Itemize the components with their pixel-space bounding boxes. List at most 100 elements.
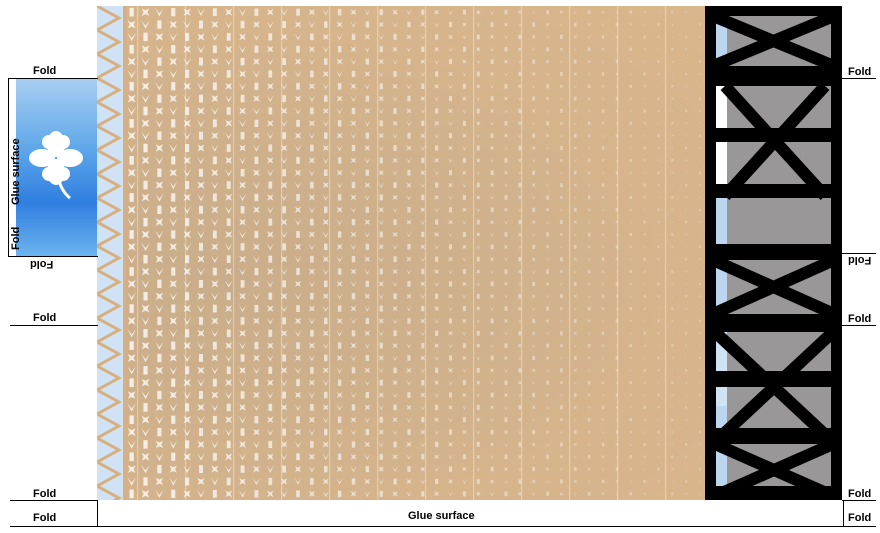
perforation-hole: [282, 58, 287, 66]
perforation-hole: [545, 356, 550, 360]
perforation-hole: [587, 257, 591, 261]
perforation-hole: [197, 452, 205, 461]
perforation-hole: [615, 405, 619, 409]
perforation-hole: [350, 391, 357, 399]
perforation-hole: [643, 220, 646, 224]
perforation-hole: [308, 243, 316, 251]
perforation-hole: [197, 181, 205, 189]
perforation-hole: [420, 22, 426, 27]
perforation-hole: [670, 480, 674, 483]
perforation-hole: [531, 380, 536, 385]
perforation-hole: [127, 365, 137, 375]
perforation-hole: [364, 404, 371, 411]
perforation-hole: [141, 119, 150, 128]
perforation-hole: [392, 280, 398, 287]
perforation-hole: [157, 94, 162, 103]
perforation-hole: [671, 84, 674, 88]
perforation-hole: [587, 492, 591, 496]
perforation-hole: [574, 59, 577, 64]
perforation-hole: [296, 156, 300, 164]
perforation-hole: [685, 455, 688, 458]
perforation-hole: [378, 404, 385, 411]
perforation-hole: [350, 95, 357, 102]
perforation-hole: [559, 133, 564, 138]
perforation-hole: [503, 405, 509, 410]
perforation-hole: [364, 367, 371, 374]
perforation-hole: [169, 69, 178, 79]
perforation-hole: [393, 478, 397, 485]
perforation-hole: [503, 34, 509, 40]
perforation-hole: [643, 233, 646, 236]
perforation-hole: [629, 84, 632, 88]
perforation-hole: [253, 58, 260, 65]
perforation-hole: [587, 59, 591, 64]
perforation-hole: [406, 83, 412, 90]
perforation-hole: [406, 71, 412, 77]
perforation-hole: [559, 356, 564, 360]
perforation-hole: [671, 282, 674, 286]
perforation-hole: [310, 144, 314, 152]
perforation-hole: [657, 443, 660, 446]
perforation-hole: [615, 430, 619, 434]
perforation-hole: [185, 218, 190, 227]
perforation-hole: [171, 82, 176, 91]
perforation-hole: [378, 441, 385, 448]
perforation-hole: [252, 181, 261, 189]
perforation-hole: [226, 107, 231, 115]
perforation-hole: [573, 109, 577, 113]
perforation-hole: [406, 182, 412, 188]
perforation-hole: [211, 21, 219, 28]
perforation-hole: [183, 242, 192, 251]
perforation-hole: [449, 21, 453, 28]
perforation-hole: [393, 145, 397, 151]
perforation-hole: [171, 304, 176, 313]
perforation-hole: [546, 232, 549, 237]
perforation-hole: [629, 134, 633, 138]
perforation-hole: [294, 181, 302, 189]
perforation-hole: [378, 219, 385, 226]
perforation-hole: [587, 195, 591, 200]
perforation-hole: [155, 33, 164, 41]
perforation-hole: [685, 146, 688, 150]
perforation-hole: [392, 83, 398, 89]
perforation-hole: [531, 442, 536, 447]
perforation-hole: [143, 329, 148, 338]
perforation-hole: [699, 356, 702, 360]
perforation-hole: [503, 170, 508, 175]
perforation-hole: [435, 330, 439, 336]
perforation-hole: [365, 391, 370, 399]
perforation-hole: [350, 491, 357, 497]
perforation-hole: [239, 70, 246, 78]
perforation-hole: [587, 72, 591, 76]
perforation-hole: [141, 45, 150, 54]
perforation-hole: [435, 182, 439, 188]
perforation-hole: [212, 415, 217, 424]
perforation-hole: [559, 158, 564, 163]
perforation-hole: [461, 219, 467, 225]
perforation-hole: [476, 108, 480, 114]
perforation-hole: [322, 108, 329, 114]
perforation-hole: [141, 464, 150, 474]
perforation-hole: [294, 169, 302, 176]
perforation-hole: [407, 355, 411, 361]
perforation-hole: [198, 94, 203, 103]
perforation-hole: [392, 306, 398, 312]
perforation-hole: [685, 11, 688, 14]
perforation-hole: [601, 492, 605, 496]
perforation-hole: [518, 479, 522, 484]
perforation-hole: [336, 255, 343, 263]
perforation-hole: [671, 159, 674, 162]
perforation-hole: [308, 21, 316, 28]
perforation-hole: [657, 393, 660, 397]
perforation-hole: [393, 71, 397, 77]
perforation-hole: [531, 232, 536, 237]
perforation-hole: [157, 464, 162, 474]
perforation-hole: [392, 169, 398, 176]
perforation-hole: [393, 182, 397, 188]
perforation-hole: [643, 282, 647, 286]
perforation-hole: [447, 380, 454, 386]
perforation-hole: [267, 342, 274, 349]
perforation-hole: [197, 45, 205, 54]
perforation-hole: [406, 305, 412, 312]
perforation-hole: [282, 317, 287, 325]
